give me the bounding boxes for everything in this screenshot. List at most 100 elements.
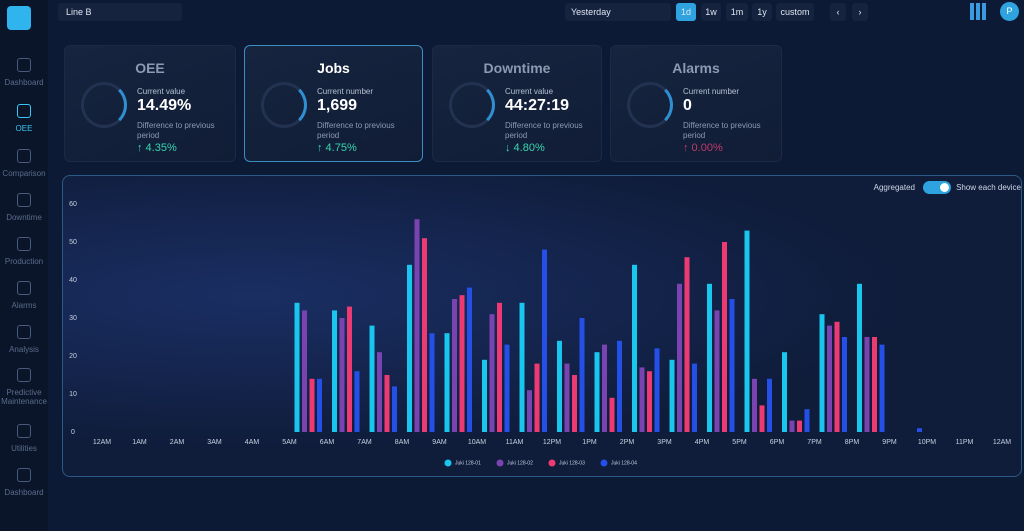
- chart-panel: Aggregated Show each device 0 10 20 30 40 50 6…: [62, 175, 1022, 477]
- bar: [579, 318, 585, 432]
- nav-item[interactable]: Production: [0, 237, 48, 266]
- toggle[interactable]: [923, 181, 951, 194]
- bar: [647, 371, 652, 432]
- kpi-diff: ↑ 4.75%: [317, 142, 357, 154]
- avatar[interactable]: P: [1000, 2, 1019, 21]
- kpi-icon: [81, 82, 127, 128]
- nav-item[interactable]: Dashboard: [0, 468, 48, 497]
- kpi-card[interactable]: Jobs Current number 1,699 Difference to pre…: [244, 45, 423, 162]
- bar: [332, 310, 337, 432]
- kpi-label: Current value: [505, 87, 554, 96]
- logo[interactable]: [7, 6, 31, 30]
- x-tick-label: 12PM: [543, 439, 561, 446]
- kpi-diff-label: Difference to previous period: [683, 121, 761, 140]
- apps-icon[interactable]: [970, 3, 987, 20]
- bar: [707, 283, 712, 432]
- bar: [429, 333, 435, 432]
- nav-icon: [17, 237, 31, 251]
- bar: [714, 310, 720, 432]
- kpi-diff: ↑ 0.00%: [683, 142, 723, 154]
- range-button[interactable]: 1m: [726, 3, 748, 21]
- x-tick-label: 4PM: [695, 439, 710, 446]
- bar: [354, 371, 360, 432]
- nav-item[interactable]: Comparison: [0, 149, 48, 178]
- bar: [542, 249, 547, 432]
- bar: [752, 378, 757, 432]
- x-tick-label: 10PM: [918, 439, 936, 446]
- nav-label: Utilities: [11, 444, 37, 453]
- range-button[interactable]: 1y: [752, 3, 772, 21]
- x-tick-label: 3PM: [657, 439, 672, 446]
- range-button[interactable]: custom: [776, 3, 814, 21]
- kpi-icon: [261, 82, 307, 128]
- kpi-label: Current number: [317, 87, 374, 96]
- line-select[interactable]: Line B: [58, 3, 182, 21]
- y-tick-label: 0: [71, 429, 75, 436]
- kpi-card[interactable]: Downtime Current value 44:27:19 Difference …: [432, 45, 602, 162]
- x-tick-label: 7AM: [357, 439, 372, 446]
- x-tick-label: 12AM: [993, 439, 1011, 446]
- bar: [384, 375, 390, 432]
- x-tick-label: 1AM: [132, 439, 147, 446]
- nav-label: Comparison: [2, 169, 46, 178]
- bar: [632, 264, 637, 432]
- nav-item[interactable]: Alarms: [0, 281, 48, 310]
- period-select[interactable]: Yesterday: [565, 3, 671, 21]
- nav-icon: [17, 104, 31, 118]
- range-button[interactable]: 1d: [676, 3, 696, 21]
- kpi-card[interactable]: OEE Current value 14.49% Difference to prev…: [64, 45, 236, 162]
- legend-label: Juki 128-03: [559, 460, 585, 466]
- nav-item[interactable]: OEE: [0, 104, 48, 133]
- nav-item[interactable]: Dashboard: [0, 58, 48, 87]
- nav-label: Analysis: [9, 345, 39, 354]
- bar: [489, 314, 495, 432]
- x-tick-label: 6AM: [320, 439, 335, 446]
- y-tick-label: 10: [69, 391, 77, 398]
- bar: [564, 363, 570, 432]
- bar: [452, 299, 457, 432]
- bar: [377, 352, 382, 432]
- legend-swatch: [600, 459, 608, 467]
- nav-label: OEE: [15, 124, 33, 133]
- bar: [407, 264, 412, 432]
- bar: [842, 337, 847, 432]
- x-tick-label: 12AM: [93, 439, 111, 446]
- bar: [459, 295, 465, 432]
- x-tick-label: 5PM: [732, 439, 747, 446]
- kpi-diff: ↓ 4.80%: [505, 142, 545, 154]
- bar: [302, 310, 307, 432]
- bar: [684, 257, 690, 432]
- bar: [294, 302, 300, 432]
- kpi-card[interactable]: Alarms Current number 0 Difference to previ…: [610, 45, 782, 162]
- kpi-value: 44:27:19: [505, 97, 570, 114]
- nav-item[interactable]: Predictive Maintenance: [0, 368, 48, 406]
- next-button[interactable]: ›: [852, 3, 868, 21]
- nav-item[interactable]: Downtime: [0, 193, 48, 222]
- nav-label: Dashboard: [4, 78, 44, 87]
- nav-label: Predictive Maintenance: [1, 388, 47, 406]
- legend-swatch: [444, 459, 452, 467]
- chart: 0 10 20 30 40 50 60 12AM 1AM 2AM 3AM 4AM 5AM 6AM 7AM 8A…: [69, 201, 1011, 467]
- nav-item[interactable]: Utilities: [0, 424, 48, 453]
- bar: [804, 409, 810, 432]
- x-tick-label: 2PM: [620, 439, 635, 446]
- range-button[interactable]: 1w: [701, 3, 721, 21]
- bar: [497, 302, 502, 432]
- bar: [759, 405, 765, 432]
- bar: [369, 325, 375, 432]
- bar: [917, 428, 922, 432]
- bar: [414, 219, 420, 432]
- y-tick-label: 60: [69, 201, 77, 208]
- y-tick-label: 20: [69, 353, 77, 360]
- kpi-title: Downtime: [483, 60, 551, 76]
- bar: [782, 352, 787, 432]
- kpi-label: Current value: [137, 87, 186, 96]
- kpi-icon: [627, 82, 673, 128]
- prev-button[interactable]: ‹: [830, 3, 846, 21]
- nav-label: Production: [4, 257, 44, 266]
- bar: [872, 337, 877, 432]
- bar: [819, 314, 825, 432]
- kpi-value: 14.49%: [137, 97, 192, 114]
- nav-item[interactable]: Analysis: [0, 325, 48, 354]
